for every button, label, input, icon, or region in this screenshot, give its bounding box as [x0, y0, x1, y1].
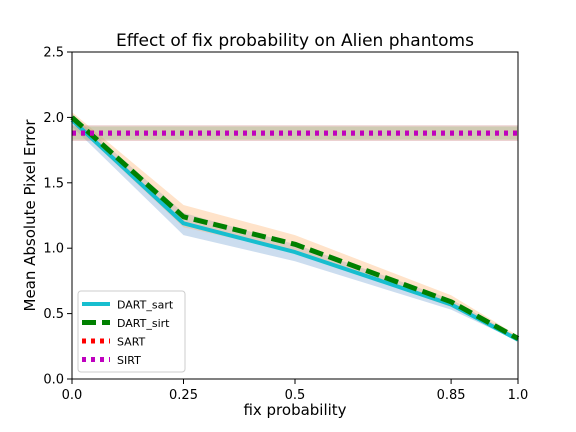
- x-tick-label-0: 0.0: [62, 388, 83, 403]
- x-tick-label-4: 1.0: [508, 388, 529, 403]
- series-line-0: [70, 118, 519, 342]
- x-axis-label: fix probability: [243, 401, 346, 419]
- chart-title: Effect of fix probability on Alien phant…: [116, 31, 474, 51]
- legend-label-1: DART_sirt: [117, 317, 170, 330]
- legend-label-0: DART_sart: [117, 299, 174, 312]
- legend: DART_sart DART_sirt SART SIRT: [77, 290, 186, 373]
- legend-label-2: SART: [117, 336, 146, 349]
- y-tick-label-4: 2.0: [43, 111, 64, 126]
- y-axis-label: Mean Absolute Pixel Error: [21, 119, 39, 312]
- x-tick-label-2: 0.5: [285, 388, 306, 403]
- x-axis: 0.0 0.25 0.5 0.85 1.0: [62, 379, 529, 403]
- x-tick-label-3: 0.85: [437, 388, 466, 403]
- y-tick-label-5: 2.5: [43, 46, 64, 61]
- error-band-2: [72, 125, 518, 141]
- series-lines: [70, 115, 520, 342]
- legend-box: [77, 290, 186, 373]
- y-tick-label-3: 1.5: [43, 176, 64, 191]
- y-tick-label-2: 1.0: [43, 242, 64, 257]
- y-tick-label-1: 0.5: [43, 307, 64, 322]
- error-band-3: [72, 126, 518, 140]
- y-axis: 0.0 0.5 1.0 1.5 2.0 2.5: [43, 46, 72, 388]
- x-tick-label-1: 0.25: [169, 388, 198, 403]
- legend-label-3: SIRT: [117, 354, 141, 367]
- series-line-1: [70, 115, 520, 341]
- y-tick-label-0: 0.0: [43, 373, 64, 388]
